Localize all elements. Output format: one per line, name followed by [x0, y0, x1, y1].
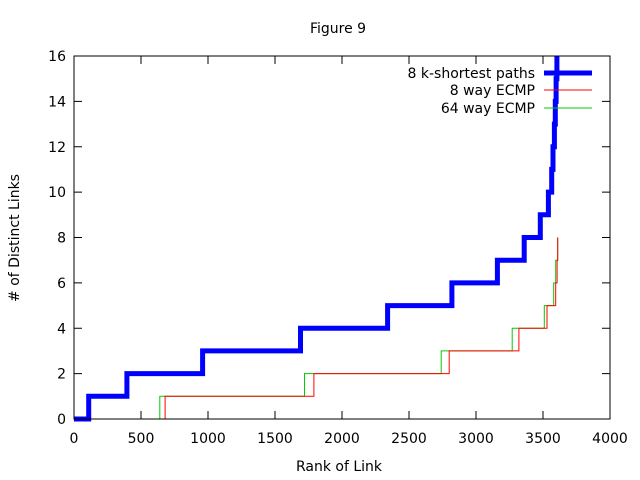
x-tick-label: 1500	[257, 431, 293, 447]
y-tick-label: 14	[48, 94, 66, 110]
plot-frame	[73, 55, 611, 420]
y-tick-label: 16	[48, 49, 66, 65]
y-tick-label: 8	[57, 231, 66, 247]
series-line-0	[74, 56, 560, 422]
x-tick-label: 3000	[458, 431, 494, 447]
legend-label-2: 64 way ECMP	[441, 101, 535, 117]
x-tick-label: 2500	[391, 431, 427, 447]
series-layer	[74, 56, 560, 422]
y-tick-label: 6	[57, 276, 66, 292]
x-tick-label: 2000	[324, 431, 360, 447]
y-tick-label: 4	[57, 321, 66, 337]
x-axis-label: Rank of Link	[296, 459, 383, 475]
y-tick-label: 0	[57, 412, 66, 428]
x-tick-label: 500	[128, 431, 155, 447]
axis-ticks: 0 500 1000 1500 2000 2500 3000 3500 4000 0 2 4 6 8 10 1…	[48, 49, 628, 447]
legend-label-1: 8 way ECMP	[450, 83, 535, 99]
y-tick-label: 12	[48, 140, 66, 156]
y-tick-label: 2	[57, 367, 66, 383]
x-tick-label: 0	[70, 431, 79, 447]
series-line-1	[164, 237, 559, 419]
y-tick-label: 10	[48, 185, 66, 201]
x-tick-label: 3500	[525, 431, 561, 447]
x-tick-label: 1000	[190, 431, 226, 447]
y-axis-label: # of Distinct Links	[7, 174, 23, 302]
legend-label-0: 8 k-shortest paths	[408, 66, 535, 82]
x-tick-label: 4000	[592, 431, 628, 447]
chart-title: Figure 9	[310, 21, 366, 37]
